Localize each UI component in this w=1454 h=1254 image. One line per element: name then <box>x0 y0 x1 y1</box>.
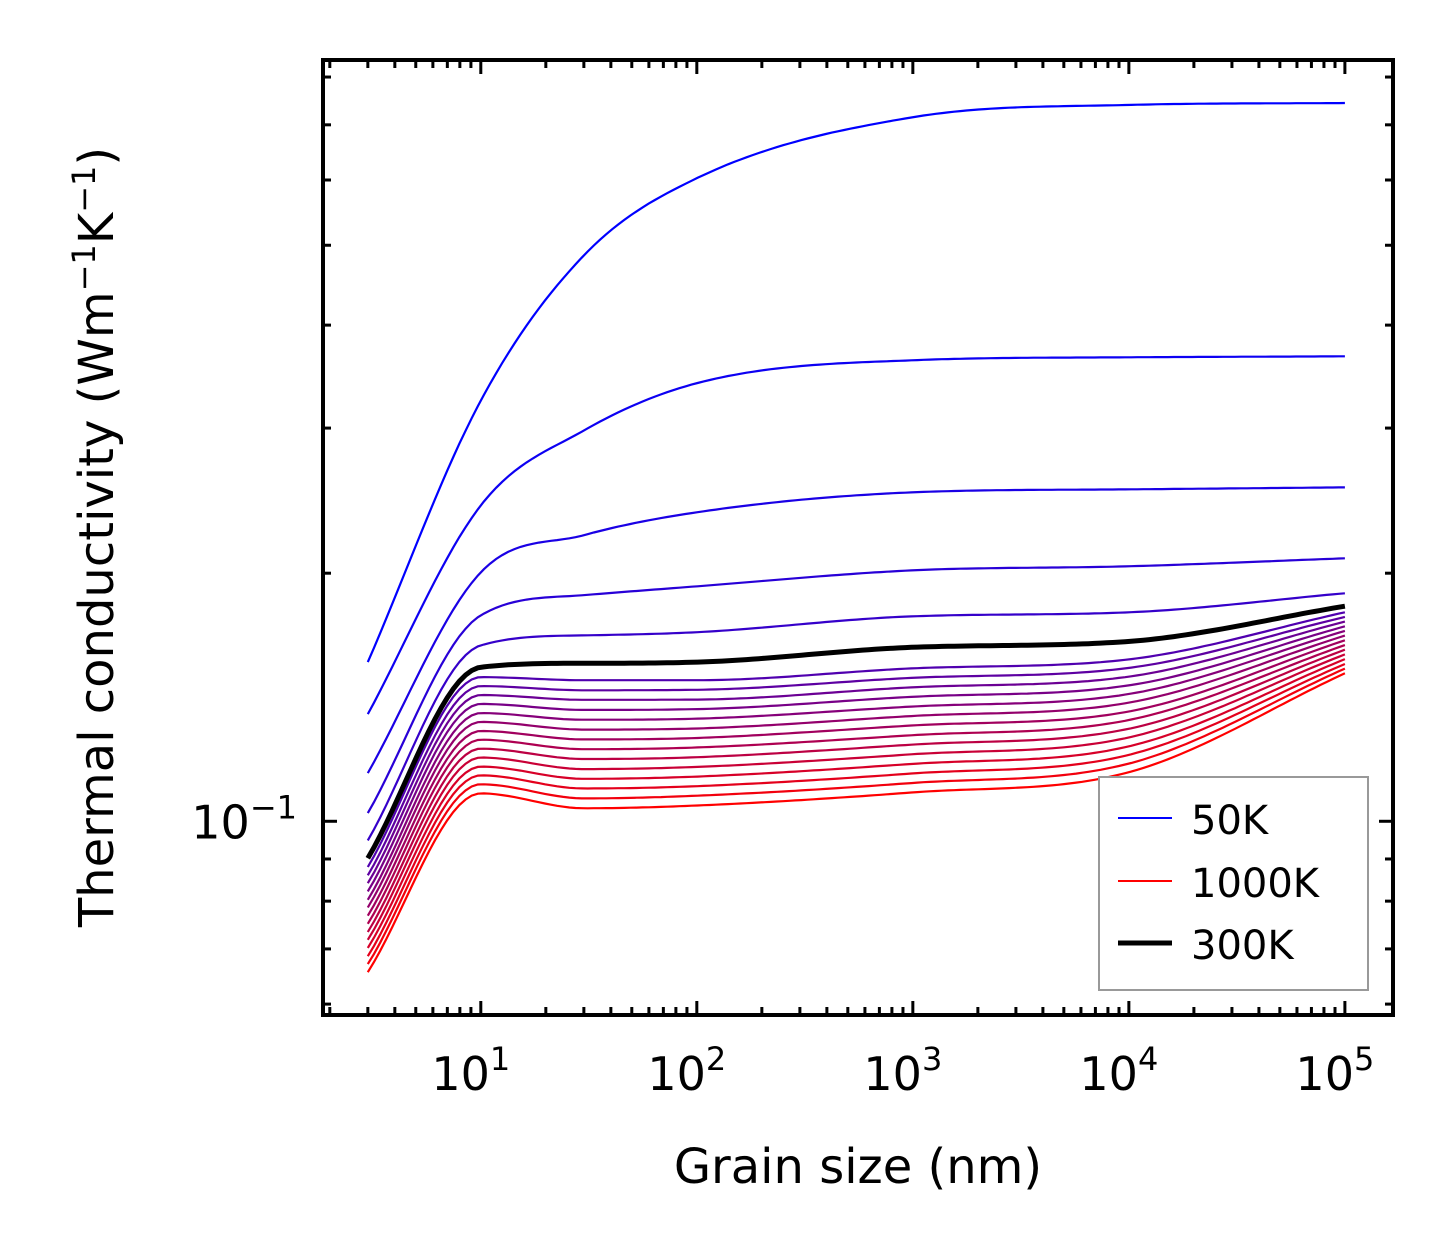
y-axis-title-sup1: −1 <box>65 244 103 291</box>
series-line-150k <box>366 486 1345 774</box>
y-tick-label: 10−1 <box>191 788 297 849</box>
legend-label-50k: 50K <box>1191 798 1270 844</box>
x-axis-title: Grain size (nm) <box>674 1139 1042 1195</box>
series-line-950k <box>366 667 1346 965</box>
series-line-350k <box>366 611 1346 868</box>
legend: 50K 1000K 300K <box>1098 776 1369 991</box>
x-tick-label: 102 <box>647 1040 726 1101</box>
series-line-700k <box>366 644 1346 925</box>
series-line-600k <box>366 634 1346 909</box>
series-line-300k <box>365 603 1346 860</box>
legend-label-1000k: 1000K <box>1191 861 1321 907</box>
x-tick-label: 104 <box>1079 1040 1158 1101</box>
series-line-200k <box>366 557 1345 814</box>
series-line-900k <box>366 662 1346 957</box>
legend-label-300k: 300K <box>1191 923 1295 969</box>
series-line-450k <box>366 620 1346 884</box>
plot-frame <box>321 58 1395 1017</box>
x-tick-label: 105 <box>1295 1040 1374 1101</box>
x-tick-label: 101 <box>431 1040 510 1101</box>
series-line-400k <box>366 615 1346 876</box>
x-tick-label: 103 <box>863 1040 942 1101</box>
y-tick-labels: 10−1 <box>191 788 297 849</box>
y-axis-title-mid: K <box>69 211 125 244</box>
series-line-750k <box>366 648 1346 933</box>
series-line-800k <box>366 653 1346 941</box>
curves-group <box>365 101 1346 973</box>
series-line-50k <box>366 101 1345 663</box>
y-axis-title: Thermal conductivity (Wm−1K−1) <box>65 147 125 928</box>
series-line-250k <box>366 592 1345 841</box>
y-axis-title-end: ) <box>69 147 125 166</box>
series-line-550k <box>366 629 1346 901</box>
series-line-650k <box>366 639 1346 917</box>
y-axis-title-sup2: −1 <box>65 166 103 213</box>
series-line-500k <box>366 625 1346 892</box>
series-line-1000k <box>366 672 1346 973</box>
series-line-100k <box>366 355 1345 715</box>
series-line-850k <box>366 658 1346 949</box>
y-axis-title-main: Thermal conductivity (Wm <box>69 291 125 928</box>
x-tick-labels: 101 102 103 104 105 <box>431 1040 1374 1101</box>
legend-box <box>1098 776 1369 991</box>
